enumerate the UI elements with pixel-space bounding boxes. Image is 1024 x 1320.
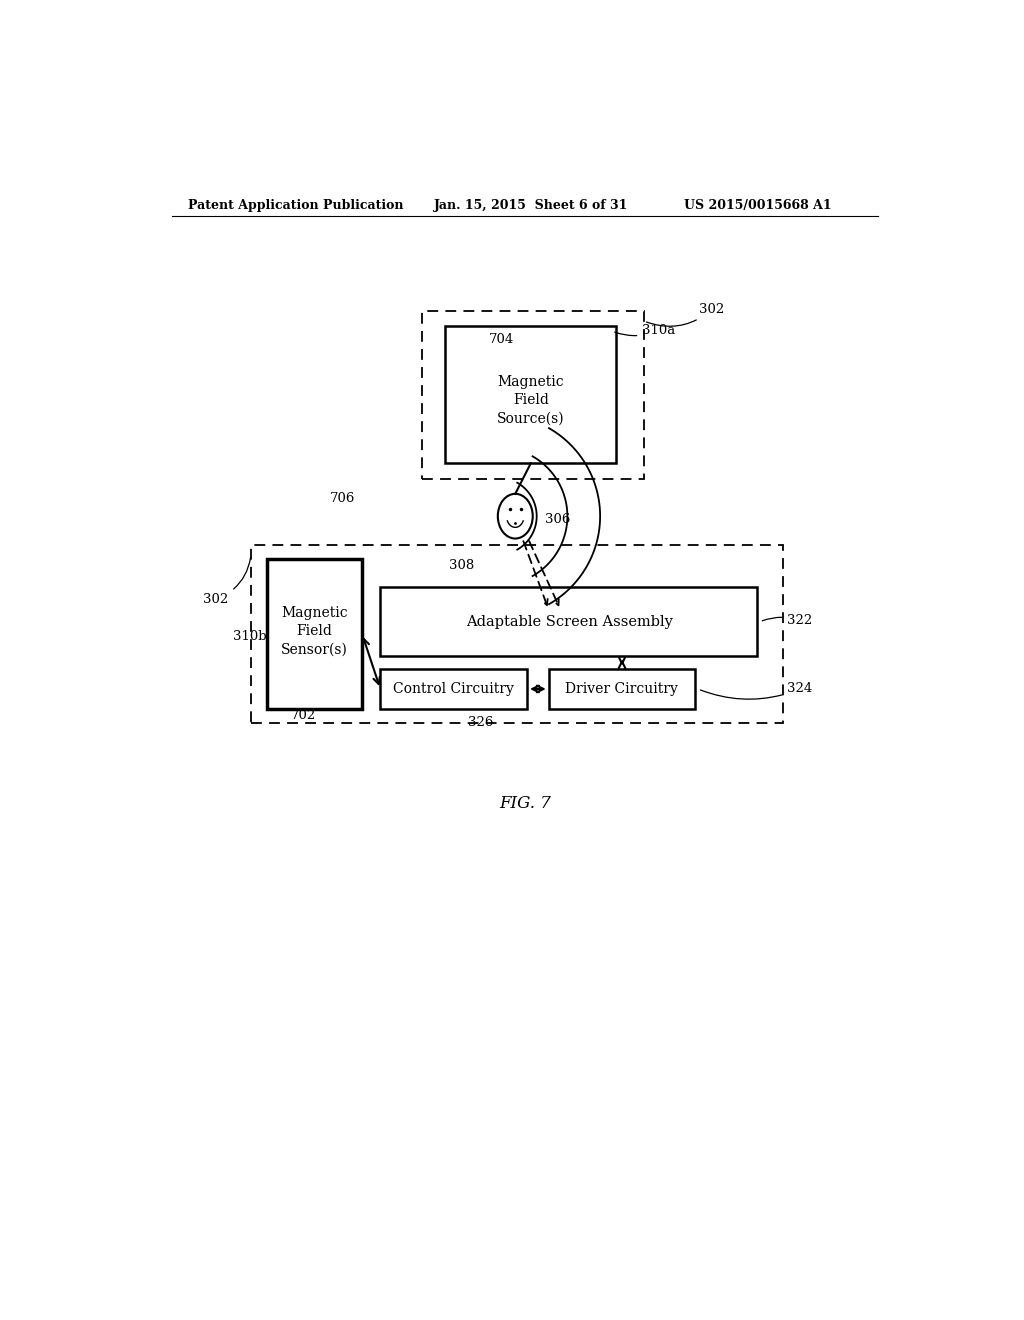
Bar — [251, 545, 782, 722]
Text: Patent Application Publication: Patent Application Publication — [187, 199, 403, 213]
Text: 324: 324 — [700, 682, 813, 700]
Text: 322: 322 — [762, 614, 813, 627]
Text: Adaptable Screen Assembly: Adaptable Screen Assembly — [466, 615, 673, 628]
Text: 306: 306 — [545, 512, 570, 525]
Text: Magnetic
Field
Sensor(s): Magnetic Field Sensor(s) — [281, 606, 348, 656]
Bar — [422, 312, 644, 479]
Text: Control Circuitry: Control Circuitry — [393, 682, 514, 696]
Text: 308: 308 — [450, 560, 475, 572]
Text: 310a: 310a — [614, 325, 676, 337]
Text: 302: 302 — [204, 557, 251, 606]
Text: FIG. 7: FIG. 7 — [499, 796, 551, 812]
Text: 704: 704 — [489, 333, 514, 346]
Bar — [445, 326, 616, 463]
Bar — [549, 669, 695, 709]
Text: US 2015/0015668 A1: US 2015/0015668 A1 — [684, 199, 831, 213]
Text: 706: 706 — [331, 492, 355, 506]
Text: Magnetic
Field
Source(s): Magnetic Field Source(s) — [498, 375, 565, 426]
Bar — [380, 669, 527, 709]
Text: 702: 702 — [291, 709, 316, 722]
Text: 326: 326 — [468, 715, 494, 729]
Text: 310b: 310b — [232, 630, 266, 643]
Text: Jan. 15, 2015  Sheet 6 of 31: Jan. 15, 2015 Sheet 6 of 31 — [433, 199, 628, 213]
Text: 302: 302 — [646, 302, 725, 326]
Bar — [267, 558, 362, 709]
Text: Driver Circuitry: Driver Circuitry — [565, 682, 678, 696]
Bar — [380, 587, 758, 656]
